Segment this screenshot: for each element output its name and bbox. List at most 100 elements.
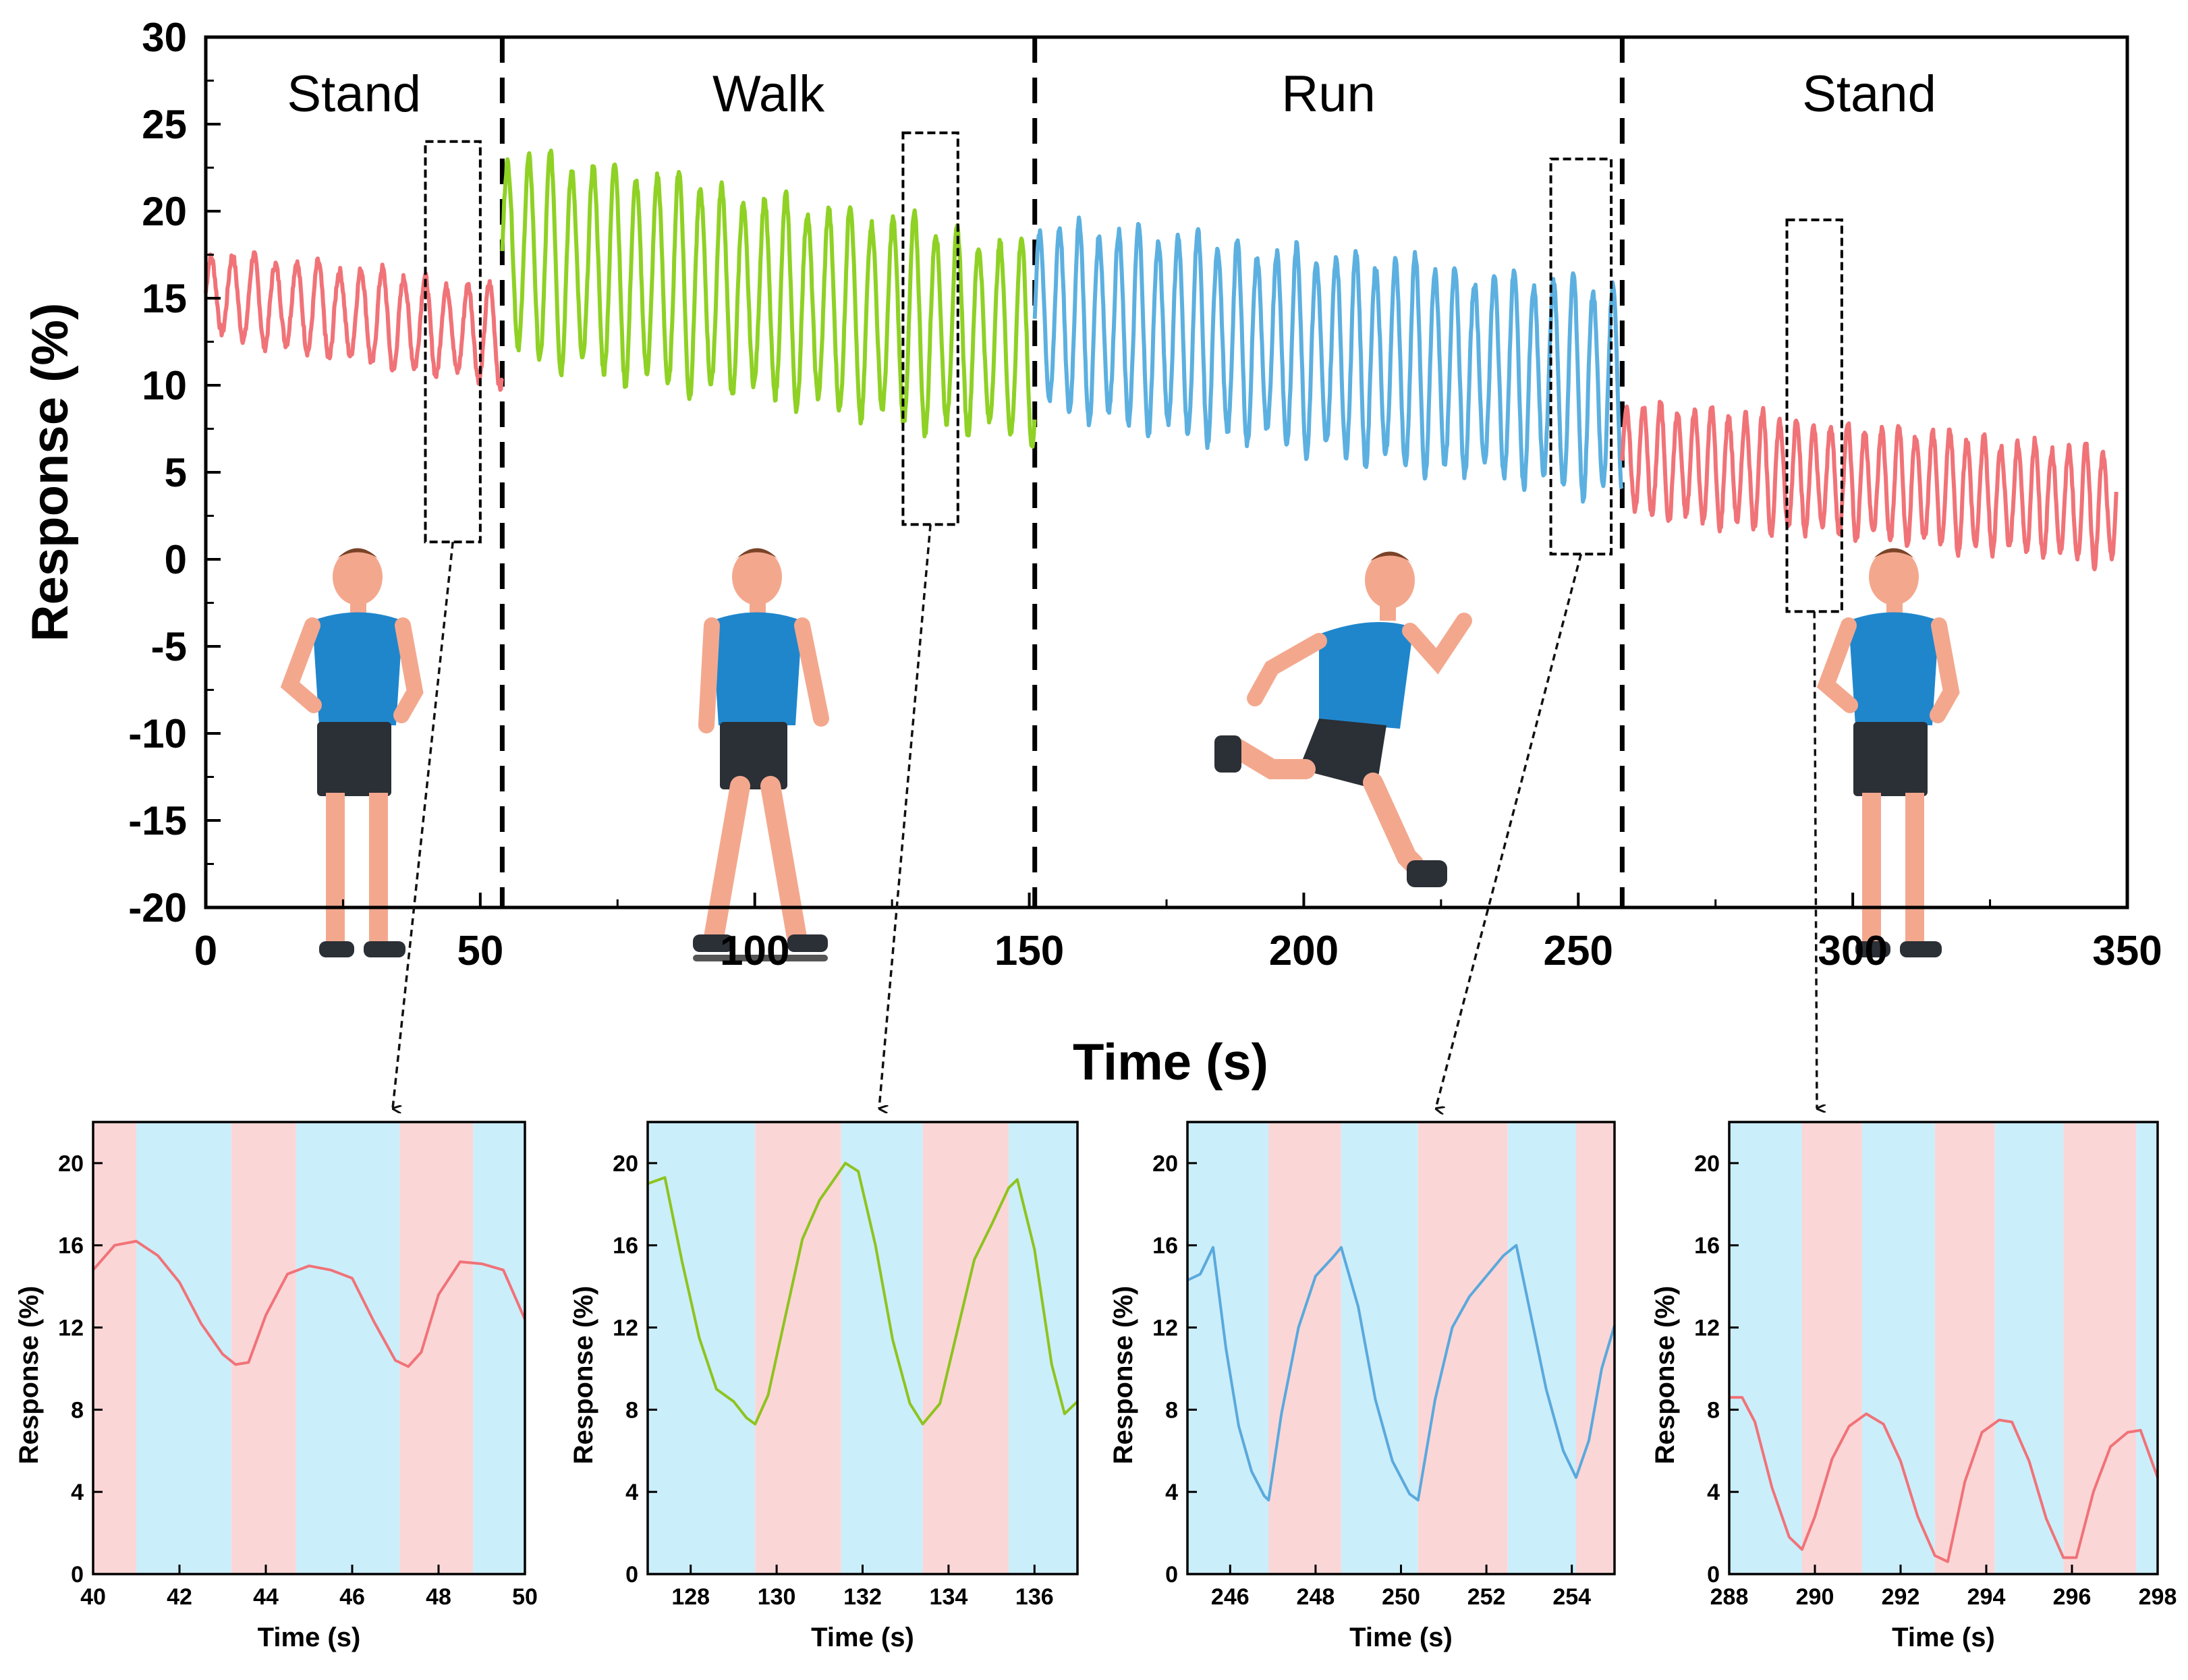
main-x-axis-label: Time (s): [1073, 1034, 1268, 1091]
main-y-axis-label: Response (%): [22, 303, 79, 642]
x-tick-label: 100: [720, 928, 789, 974]
inset-y-tick-label: 8: [71, 1397, 84, 1423]
running-person-illustration: [1214, 551, 1472, 887]
zoom-window: [1549, 157, 1613, 556]
inset-x-axis-label: Time (s): [811, 1623, 914, 1652]
inset-y-tick-label: 0: [71, 1562, 84, 1588]
inset-y-tick-label: 20: [613, 1151, 638, 1177]
inset-y-tick-label: 8: [625, 1397, 638, 1423]
inset-y-tick-label: 12: [613, 1316, 638, 1341]
y-tick-label: -5: [151, 624, 187, 669]
inset-x-tick-label: 288: [1710, 1584, 1749, 1610]
phase-band: [399, 1122, 474, 1574]
inset-x-tick-label: 296: [2053, 1584, 2092, 1610]
inset-y-tick-label: 8: [1707, 1397, 1720, 1423]
phase-band: [231, 1122, 296, 1574]
y-tick-label: 25: [142, 102, 187, 147]
inset-y-axis-label: Response (%): [569, 1286, 598, 1465]
x-tick-label: 0: [194, 928, 217, 974]
main-series-line: [1032, 215, 1624, 504]
inset-x-tick-label: 128: [671, 1584, 710, 1610]
phase-band: [2063, 1122, 2137, 1574]
inset-y-tick-label: 20: [58, 1151, 84, 1177]
inset-x-tick-label: 248: [1297, 1584, 1335, 1610]
phase-band: [1268, 1122, 1341, 1574]
phase-band: [93, 1122, 136, 1574]
inset-x-tick-label: 44: [253, 1584, 279, 1610]
inset-y-axis-label: Response (%): [14, 1286, 44, 1465]
inset-y-tick-label: 16: [1694, 1233, 1720, 1259]
inset-y-tick-label: 16: [1152, 1233, 1178, 1259]
inset-y-tick-label: 8: [1165, 1397, 1178, 1423]
y-tick-label: 30: [142, 15, 187, 60]
phase-band: [1187, 1122, 1269, 1574]
y-tick-label: 0: [165, 537, 187, 582]
inset-x-tick-label: 250: [1382, 1584, 1420, 1610]
inset-y-tick-label: 0: [1165, 1562, 1178, 1588]
inset-y-axis-label: Response (%): [1650, 1286, 1680, 1465]
inset-x-tick-label: 246: [1211, 1584, 1250, 1610]
inset-chart: 128 130 132 134 136 0 4 8 12 16 20 Time (s) Response…: [569, 1121, 1079, 1652]
main-chart: Stand Walk Run Stand: [22, 15, 2162, 1091]
inset-y-tick-label: 12: [1152, 1316, 1178, 1341]
inset-x-axis-label: Time (s): [1349, 1623, 1453, 1652]
phase-label: Walk: [712, 65, 825, 123]
phase-band: [1801, 1122, 1862, 1574]
y-tick-label: 5: [165, 450, 187, 495]
main-series: [204, 148, 2119, 571]
inset-x-tick-label: 290: [1796, 1584, 1834, 1610]
phase-band: [1507, 1122, 1577, 1574]
main-axes: 0 50 100 150 200 250 300 350 -20 -15 -10 -5 0 5 10 15 20…: [128, 15, 2162, 974]
walking-person-illustration: [693, 548, 829, 961]
inset-x-axis-label: Time (s): [1892, 1623, 1995, 1652]
inset-series-line: [92, 1239, 526, 1368]
standing-person-illustration: [1816, 548, 1960, 957]
phase-label: Run: [1281, 65, 1375, 123]
phase-label: Stand: [1802, 65, 1936, 123]
main-series-line: [204, 250, 505, 392]
y-tick-label: -20: [128, 885, 187, 930]
x-tick-label: 300: [1818, 928, 1887, 974]
inset-y-axis-label: Response (%): [1109, 1286, 1138, 1465]
main-series-line: [500, 148, 1037, 449]
inset-x-tick-label: 42: [167, 1584, 192, 1610]
inset-y-tick-label: 12: [58, 1316, 84, 1341]
inset-chart: 246 248 250 252 254 0 4 8 12 16 20 Time (s) Response…: [1109, 1121, 1616, 1652]
x-tick-label: 200: [1269, 928, 1339, 974]
inset-x-tick-label: 294: [1967, 1584, 2006, 1610]
y-tick-label: 15: [142, 276, 187, 321]
inset-y-tick-label: 0: [1707, 1562, 1720, 1588]
inset-series-line: [647, 1161, 1079, 1426]
zoom-arrow: [878, 524, 932, 1109]
inset-chart: 288 290 292 294 296 298 0 4 8 12 16 20 Time (s) Respo…: [1650, 1121, 2177, 1652]
phase-band: [136, 1122, 231, 1574]
zoom-window: [424, 140, 482, 544]
inset-y-tick-label: 12: [1694, 1316, 1720, 1341]
zoom-arrow: [1436, 553, 1583, 1109]
phase-band: [1994, 1122, 2064, 1574]
main-series-line: [1620, 399, 2119, 571]
inset-x-tick-label: 134: [930, 1584, 968, 1610]
inset-y-tick-label: 16: [613, 1233, 638, 1259]
x-tick-label: 50: [457, 928, 503, 974]
phase-dividers: [499, 37, 1625, 907]
inset-x-tick-label: 50: [512, 1584, 538, 1610]
y-tick-label: -10: [128, 711, 187, 756]
inset-x-tick-label: 298: [2139, 1584, 2177, 1610]
phase-band: [296, 1122, 400, 1574]
inset-frame: [1728, 1121, 2159, 1575]
phase-band: [1861, 1122, 1935, 1574]
phase-band: [2136, 1122, 2158, 1574]
inset-y-tick-label: 4: [625, 1480, 638, 1505]
phase-band: [1009, 1122, 1077, 1574]
inset-y-tick-label: 20: [1152, 1151, 1178, 1177]
inset-y-tick-label: 4: [71, 1480, 84, 1505]
inset-series-line: [1187, 1243, 1616, 1502]
inset-x-tick-label: 252: [1467, 1584, 1506, 1610]
zoom-arrow: [391, 542, 454, 1109]
phase-band: [473, 1122, 525, 1574]
main-plot-frame: [204, 35, 2129, 909]
